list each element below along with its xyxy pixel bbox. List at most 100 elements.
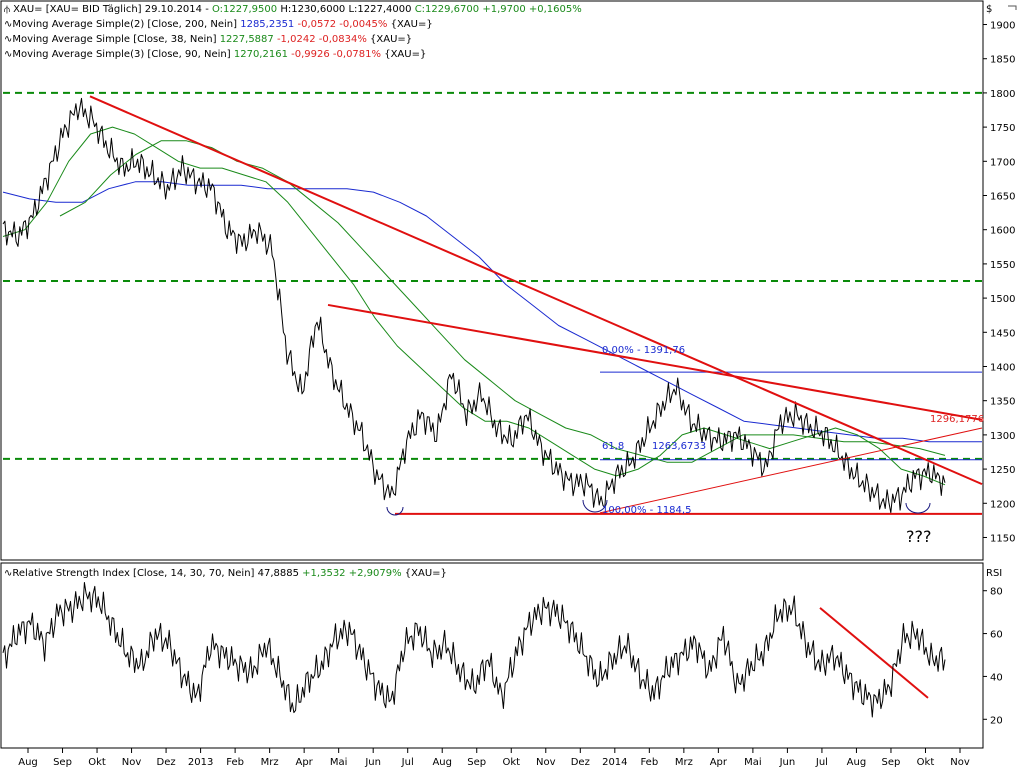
close-value: C:1229,6700 <box>414 4 480 15</box>
ma90-change: -0,9926 <box>291 49 330 60</box>
xtick-label: Nov <box>950 757 970 768</box>
xtick-label: Sep <box>53 757 72 768</box>
ma38-pct: -0,0834% <box>318 34 367 45</box>
price-ytick-label: 1850 <box>990 55 1015 66</box>
price-ytick-label: 1350 <box>990 397 1015 408</box>
trend-lines <box>89 95 983 699</box>
rsi-tag: {XAU=} <box>404 568 447 579</box>
rsi-ytick-label: 40 <box>990 672 1003 683</box>
wave-icon: ∿ <box>4 49 13 60</box>
xtick-label: Nov <box>536 757 556 768</box>
bottom-marker-3 <box>905 502 931 514</box>
xtick-label: Jun <box>779 757 796 768</box>
rsi-name: Relative Strength Index [Close, 14, 30, … <box>12 568 255 579</box>
rsi-change: +1,3532 <box>302 568 346 579</box>
xtick-label: Feb <box>226 757 244 768</box>
symbol-label: XAU= [XAU= BID Täglich] 29.10.2014 - <box>13 4 212 15</box>
legend-rsi: ∿Relative Strength Index [Close, 14, 30,… <box>4 568 447 583</box>
ma200-change: -0,0572 <box>297 19 337 30</box>
low-value: L:1227,4000 <box>348 4 412 15</box>
xtick-label: Jul <box>815 757 828 768</box>
fib-0-label: 0,00% - 1391,76 <box>602 345 686 356</box>
xtick-label: 2013 <box>188 757 213 768</box>
price-ytick-label: 1650 <box>990 192 1015 203</box>
xtick-label: Apr <box>295 757 313 768</box>
xtick-label: Jun <box>364 757 381 768</box>
fib-61-label: 61,8 <box>602 441 625 452</box>
ma90-name: Moving Average Simple(3) [Close, 90, Nei… <box>12 49 231 60</box>
rsi-ytick-label: 20 <box>990 715 1003 726</box>
price-unit-label: $ <box>986 4 993 15</box>
xtick-label: Aug <box>18 757 38 768</box>
xtick-label: Okt <box>917 757 935 768</box>
ma200-value: 1285,2351 <box>240 19 295 30</box>
legend-header: ⫛ XAU= [XAU= BID Täglich] 29.10.2014 - O… <box>4 4 582 19</box>
xtick-label: Apr <box>710 757 728 768</box>
xtick-label: Dez <box>157 757 176 768</box>
ma200-name: Moving Average Simple(2) [Close, 200, Ne… <box>12 19 238 30</box>
price-ytick-label: 1750 <box>990 123 1015 134</box>
wave-icon: ∿ <box>4 19 13 30</box>
price-line <box>2 97 946 514</box>
xtick-label: Dez <box>571 757 590 768</box>
scroll-arrow-icon[interactable] <box>1008 5 1017 10</box>
ma90-tag: {XAU=} <box>384 49 427 60</box>
fib-61-value: 1263,6733 <box>652 441 707 452</box>
price-ytick-label: 1700 <box>990 157 1015 168</box>
bottom-marker-1 <box>386 506 404 516</box>
price-ytick-label: 1450 <box>990 328 1015 339</box>
rsi-unit-label: RSI <box>986 568 1003 579</box>
ma38-value: 1227,5887 <box>219 34 274 45</box>
open-value: O:1227,9500 <box>211 4 278 15</box>
xtick-label: Okt <box>88 757 106 768</box>
rsi-ytick-label: 80 <box>990 587 1003 598</box>
price-ytick-label: 1200 <box>990 499 1015 510</box>
xtick-label: Aug <box>847 757 867 768</box>
price-ytick-label: 1800 <box>990 89 1015 100</box>
legend: ⫛ XAU= [XAU= BID Täglich] 29.10.2014 - O… <box>4 4 582 64</box>
legend-ma200: ∿Moving Average Simple(2) [Close, 200, N… <box>4 19 582 34</box>
xtick-label: Mai <box>330 757 348 768</box>
xtick-label: Mai <box>744 757 762 768</box>
price-ytick-label: 1900 <box>990 21 1015 32</box>
x-axis-ticks: Aug Sep Okt Nov Dez 2013 Feb Mrz Apr Mai Jun Jul Aug… <box>18 748 970 768</box>
wave-icon: ∿ <box>4 34 13 45</box>
xtick-label: Sep <box>882 757 901 768</box>
chart-icon: ⫛ <box>4 4 10 15</box>
y-axis-ticks: 1900 1850 1800 1750 1700 1650 1600 1550 1500 1450… <box>983 21 1015 726</box>
price-ytick-label: 1150 <box>990 533 1015 544</box>
price-ytick-label: 1600 <box>990 226 1015 237</box>
high-value: H:1230,6000 <box>280 4 346 15</box>
xtick-label: 2014 <box>602 757 627 768</box>
change-pct: +0,1605% <box>528 4 582 15</box>
xtick-label: Feb <box>640 757 658 768</box>
legend-ma38: ∿Moving Average Simple [Close, 38, Nein]… <box>4 34 582 49</box>
price-series <box>2 97 946 514</box>
question-marks: ??? <box>906 527 932 546</box>
trendline-long <box>89 95 983 486</box>
price-ytick-label: 1400 <box>990 362 1015 373</box>
ma200-tag: {XAU=} <box>390 19 433 30</box>
rsi-legend: ∿Relative Strength Index [Close, 14, 30,… <box>4 568 447 583</box>
trendline-support <box>599 427 983 514</box>
xtick-label: Mrz <box>261 757 279 768</box>
xtick-label: Nov <box>122 757 142 768</box>
ma38-change: -1,0242 <box>276 34 316 45</box>
fib-100-label: 100,00% - 1184,5 <box>602 505 692 516</box>
xtick-label: Jul <box>401 757 414 768</box>
rsi-pct: +2,9079% <box>348 568 402 579</box>
rsi-ytick-label: 60 <box>990 630 1003 641</box>
price-ytick-label: 1550 <box>990 260 1015 271</box>
rsi-panel-frame <box>0 562 984 749</box>
ma38-line <box>2 126 946 486</box>
ma38-name: Moving Average Simple [Close, 38, Nein] <box>12 34 217 45</box>
trendline-mid <box>327 303 983 421</box>
wave-icon: ∿ <box>4 568 13 579</box>
rsi-series <box>2 582 946 718</box>
xtick-label: Okt <box>502 757 520 768</box>
xtick-label: Mrz <box>675 757 693 768</box>
ma38-tag: {XAU=} <box>370 34 413 45</box>
ma90-pct: -0,0781% <box>332 49 382 60</box>
rsi-trendline <box>819 607 929 699</box>
